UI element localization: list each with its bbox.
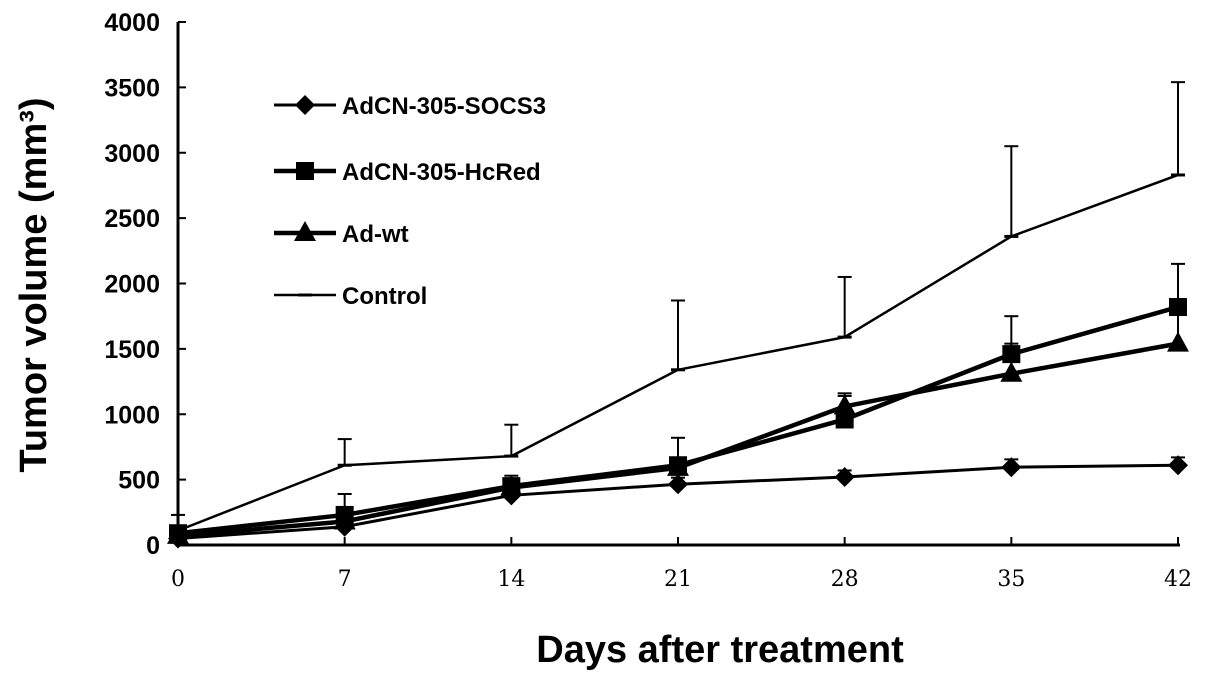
- legend-label-2: Ad-wt: [342, 221, 409, 248]
- x-tick-label: 21: [664, 567, 692, 592]
- legend-label-0: AdCN-305-SOCS3: [342, 93, 546, 120]
- marker-square-1-4: [835, 410, 854, 429]
- x-tick-label: 42: [1164, 567, 1192, 592]
- marker-triangle-legend-2: [294, 221, 316, 241]
- marker-square-1-5: [1002, 345, 1021, 364]
- marker-triangle-2-1: [333, 509, 356, 530]
- marker-square-1-6: [1169, 298, 1187, 317]
- axes: 0 500 1000 1500 2000 2500 3000 3500 4000 0 7 14 21 28…: [104, 9, 1192, 592]
- marker-diamond-legend-0: [295, 95, 315, 115]
- marker-triangle-2-2: [500, 475, 523, 496]
- y-tick-label: 4000: [104, 9, 160, 37]
- x-tick-label: 28: [831, 567, 859, 592]
- marker-triangle-2-5: [1000, 361, 1023, 382]
- marker-triangle-2-0: [167, 523, 189, 544]
- marker-diamond-0-5: [1001, 457, 1022, 478]
- legend-label-3: Control: [342, 283, 427, 310]
- x-tick-label: 7: [338, 567, 352, 592]
- marker-diamond-0-4: [834, 467, 855, 488]
- marker-diamond-0-3: [668, 474, 688, 495]
- y-tick-label: 3500: [104, 74, 160, 102]
- marker-square-legend-1: [296, 162, 314, 180]
- x-tick-label: 0: [171, 567, 185, 592]
- y-tick-label: 2500: [104, 205, 160, 233]
- marker-triangle-2-6: [1167, 331, 1189, 352]
- x-tick-label: 14: [497, 567, 525, 592]
- y-tick-label: 1500: [104, 336, 160, 364]
- marker-diamond-0-6: [1168, 455, 1188, 476]
- y-tick-label: 1000: [104, 401, 160, 429]
- y-tick-label: 500: [118, 467, 160, 495]
- markers: [167, 173, 1189, 549]
- y-tick-label: 3000: [104, 140, 160, 168]
- x-axis-title: Days after treatment: [536, 629, 904, 671]
- x-tick-label: 35: [997, 567, 1025, 592]
- legend-label-1: AdCN-305-HcRed: [342, 159, 541, 186]
- y-tick-label: 2000: [104, 271, 160, 299]
- y-axis-title: Tumor volume (mm³): [13, 97, 55, 472]
- marker-triangle-2-3: [667, 455, 689, 476]
- marker-triangle-2-4: [833, 394, 856, 415]
- y-tick-label: 0: [146, 532, 160, 560]
- legend: AdCN-305-SOCS3 AdCN-305-HcRed Ad-wt Control: [274, 93, 546, 310]
